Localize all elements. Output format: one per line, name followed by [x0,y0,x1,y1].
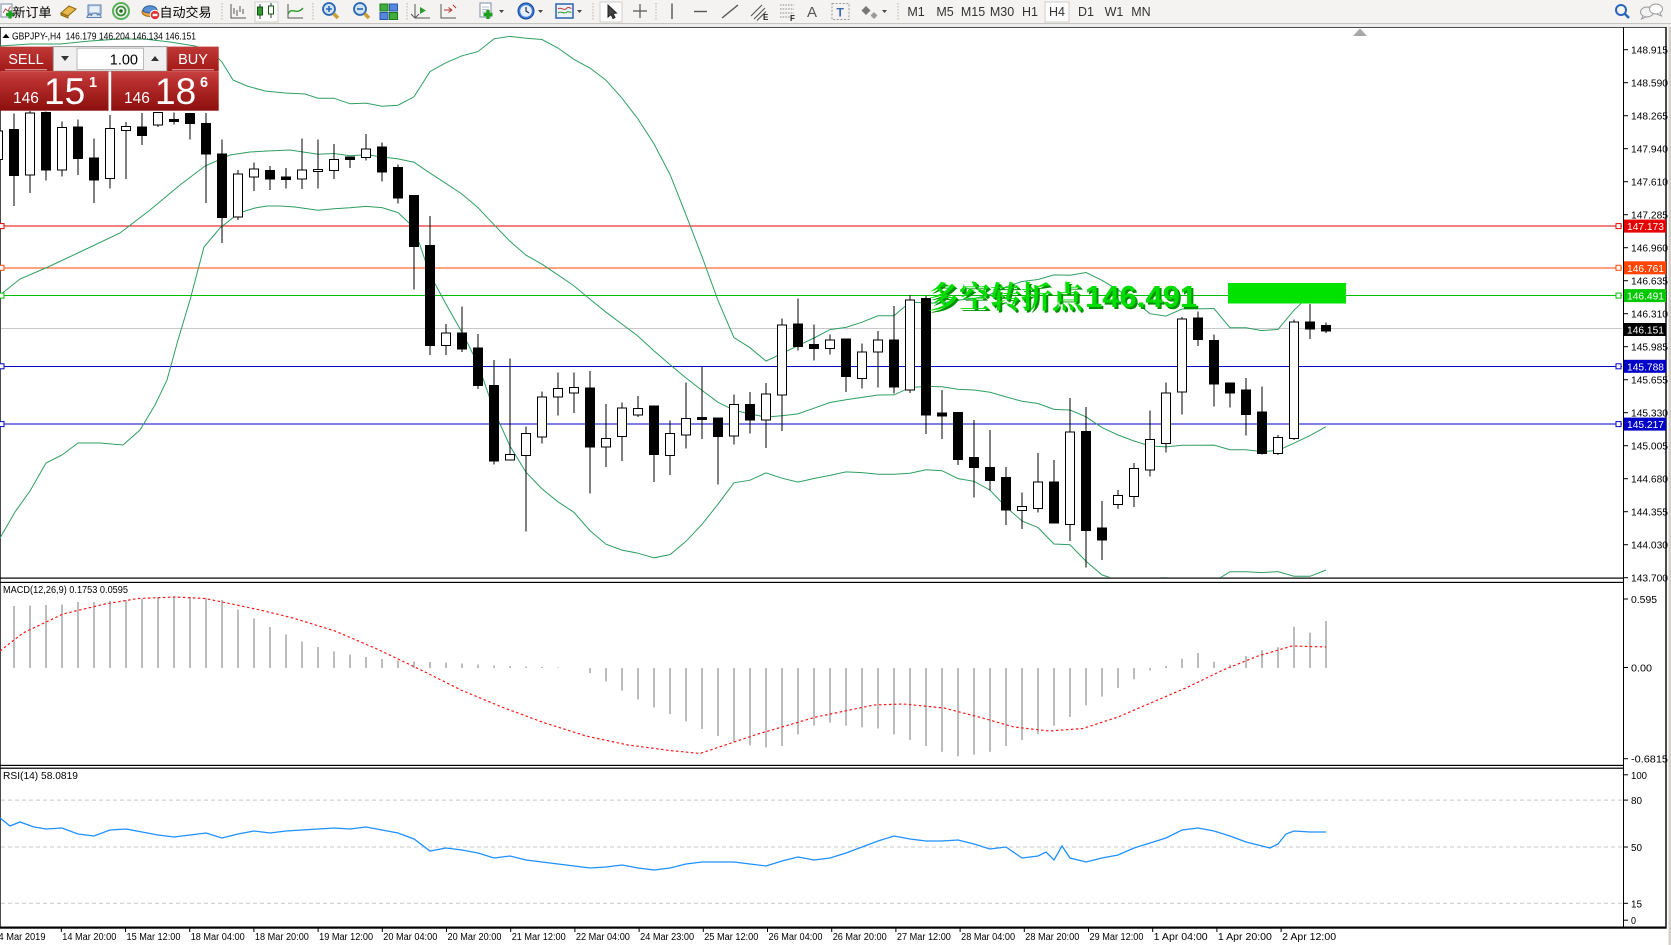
svg-text:145.217: 145.217 [1627,419,1664,431]
svg-text:M1: M1 [907,5,924,19]
svg-text:14 Mar 20:00: 14 Mar 20:00 [62,932,116,943]
svg-text:24 Mar 23:00: 24 Mar 23:00 [640,932,694,943]
svg-text:145.655: 145.655 [1631,376,1668,387]
svg-text:D1: D1 [1078,5,1094,19]
svg-text:E: E [763,13,769,22]
svg-text:0.00: 0.00 [1631,664,1652,675]
svg-text:27 Mar 12:00: 27 Mar 12:00 [897,932,951,943]
svg-text:146.491: 146.491 [1627,291,1664,303]
svg-text:146.960: 146.960 [1631,244,1668,255]
svg-text:H1: H1 [1022,5,1038,19]
svg-text:145.788: 145.788 [1627,361,1664,373]
svg-text:M30: M30 [990,5,1014,19]
svg-text:15: 15 [1631,899,1642,910]
svg-text:146: 146 [124,90,150,107]
svg-text:15: 15 [44,71,85,112]
svg-text:146.491: 146.491 [1087,281,1199,316]
svg-text:-0.6815: -0.6815 [1631,755,1668,766]
svg-text:MACD(12,26,9) 0.1753 0.0595: MACD(12,26,9) 0.1753 0.0595 [3,584,128,596]
svg-text:145.330: 145.330 [1631,409,1668,420]
svg-text:146.310: 146.310 [1631,310,1668,321]
svg-text:W1: W1 [1105,5,1124,19]
svg-text:146: 146 [13,90,39,107]
svg-text:148.265: 148.265 [1631,112,1668,123]
svg-text:0.595: 0.595 [1631,595,1657,606]
svg-text:148.590: 148.590 [1631,79,1668,90]
svg-text:A: A [807,4,817,21]
svg-text:147.285: 147.285 [1631,211,1668,222]
svg-text:144.680: 144.680 [1631,475,1668,486]
svg-text:M5: M5 [936,5,953,19]
svg-text:146.635: 146.635 [1631,277,1668,288]
svg-text:2 Apr 12:00: 2 Apr 12:00 [1282,932,1336,943]
svg-text:146.491: 146.491 [1085,279,1197,314]
svg-text:15 Mar 12:00: 15 Mar 12:00 [127,932,181,943]
svg-text:147.610: 147.610 [1631,178,1668,189]
svg-text:21 Mar 12:00: 21 Mar 12:00 [512,932,566,943]
svg-text:18: 18 [155,71,196,112]
svg-text:22 Mar 04:00: 22 Mar 04:00 [576,932,630,943]
svg-text:50: 50 [1631,843,1642,854]
svg-text:1 Apr 20:00: 1 Apr 20:00 [1218,932,1272,943]
svg-text:0: 0 [1631,916,1636,927]
svg-text:M15: M15 [961,5,985,19]
svg-text:20 Mar 04:00: 20 Mar 04:00 [383,932,437,943]
svg-text:1.00: 1.00 [110,53,138,69]
svg-text:28 Mar 20:00: 28 Mar 20:00 [1025,932,1079,943]
svg-text:SELL: SELL [8,52,43,68]
svg-text:29 Mar 12:00: 29 Mar 12:00 [1090,932,1144,943]
svg-text:146.151: 146.151 [1627,325,1664,337]
svg-text:25 Mar 12:00: 25 Mar 12:00 [704,932,758,943]
svg-text:20 Mar 20:00: 20 Mar 20:00 [448,932,502,943]
svg-text:H4: H4 [1049,5,1065,19]
svg-text:F: F [790,14,795,23]
svg-text:BUY: BUY [178,52,208,68]
svg-text:1: 1 [89,75,97,91]
svg-text:4 Mar 2019: 4 Mar 2019 [0,932,46,943]
svg-text:147.173: 147.173 [1627,221,1664,233]
svg-text:RSI(14) 58.0819: RSI(14) 58.0819 [3,770,78,782]
svg-text:18 Mar 04:00: 18 Mar 04:00 [191,932,245,943]
svg-text:144.030: 144.030 [1631,541,1668,552]
svg-text:145.005: 145.005 [1631,442,1668,453]
svg-text:148.915: 148.915 [1631,46,1668,57]
svg-text:GBPJPY-,H4 146.179 146.204 14: GBPJPY-,H4 146.179 146.204 146.134 146.1… [12,32,196,43]
svg-text:147.940: 147.940 [1631,145,1668,156]
svg-text:100: 100 [1631,771,1647,782]
svg-text:144.355: 144.355 [1631,508,1668,519]
svg-text:19 Mar 12:00: 19 Mar 12:00 [319,932,373,943]
svg-text:T: T [837,6,845,20]
svg-text:18 Mar 20:00: 18 Mar 20:00 [255,932,309,943]
svg-text:80: 80 [1631,796,1642,807]
svg-text:146.761: 146.761 [1627,263,1664,275]
svg-text:6: 6 [200,75,208,91]
svg-text:26 Mar 20:00: 26 Mar 20:00 [833,932,887,943]
svg-text:145.985: 145.985 [1631,343,1668,354]
svg-text:MN: MN [1131,5,1150,19]
svg-text:28 Mar 04:00: 28 Mar 04:00 [961,932,1015,943]
svg-text:143.700: 143.700 [1631,574,1668,585]
svg-text:26 Mar 04:00: 26 Mar 04:00 [769,932,823,943]
svg-text:1 Apr 04:00: 1 Apr 04:00 [1154,932,1208,943]
